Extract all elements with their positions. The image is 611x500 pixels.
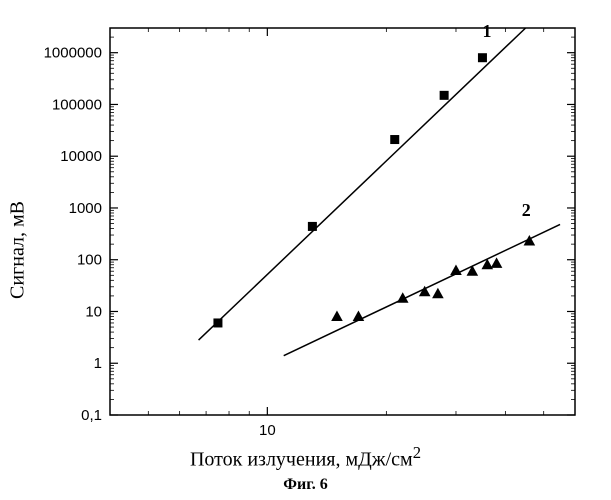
marker-triangle bbox=[450, 264, 462, 275]
marker-square bbox=[478, 53, 487, 62]
marker-square bbox=[308, 222, 317, 231]
x-axis-label: Поток излучения, мДж/см2 bbox=[0, 443, 611, 472]
marker-triangle bbox=[353, 311, 365, 322]
y-axis-label: Сигнал, мВ bbox=[6, 201, 29, 299]
x-axis-label-sup: 2 bbox=[413, 443, 421, 462]
figure-caption: Фиг. 6 bbox=[0, 476, 611, 494]
marker-triangle bbox=[491, 257, 503, 268]
marker-square bbox=[440, 91, 449, 100]
xtick-label: 10 bbox=[259, 422, 276, 439]
marker-triangle bbox=[432, 288, 444, 299]
marker-square bbox=[390, 135, 399, 144]
ytick-label: 1 bbox=[94, 355, 102, 372]
fit-line-series-2 bbox=[284, 224, 560, 355]
series-label-series-2: 2 bbox=[522, 200, 531, 220]
series-label-series-1: 1 bbox=[482, 21, 491, 41]
ytick-label: 1000000 bbox=[44, 45, 102, 62]
ytick-label: 100 bbox=[77, 252, 102, 269]
ytick-label: 0,1 bbox=[81, 407, 102, 424]
chart-canvas: 0,1 1 10 100 1000 10000 100000 1000000 10 1 2 bbox=[0, 0, 611, 500]
fit-line-series-1 bbox=[199, 28, 526, 340]
marker-triangle bbox=[331, 311, 343, 322]
x-axis-label-text: Поток излучения, мДж/см bbox=[190, 449, 413, 471]
ytick-label: 1000 bbox=[69, 200, 102, 217]
ytick-label: 10 bbox=[85, 303, 102, 320]
plot-frame bbox=[110, 28, 575, 415]
marker-triangle bbox=[467, 265, 479, 276]
marker-square bbox=[213, 318, 222, 327]
ytick-label: 100000 bbox=[52, 96, 102, 113]
figure-container: 0,1 1 10 100 1000 10000 100000 1000000 10 1 2 Сигн… bbox=[0, 0, 611, 500]
ytick-label: 10000 bbox=[60, 148, 102, 165]
